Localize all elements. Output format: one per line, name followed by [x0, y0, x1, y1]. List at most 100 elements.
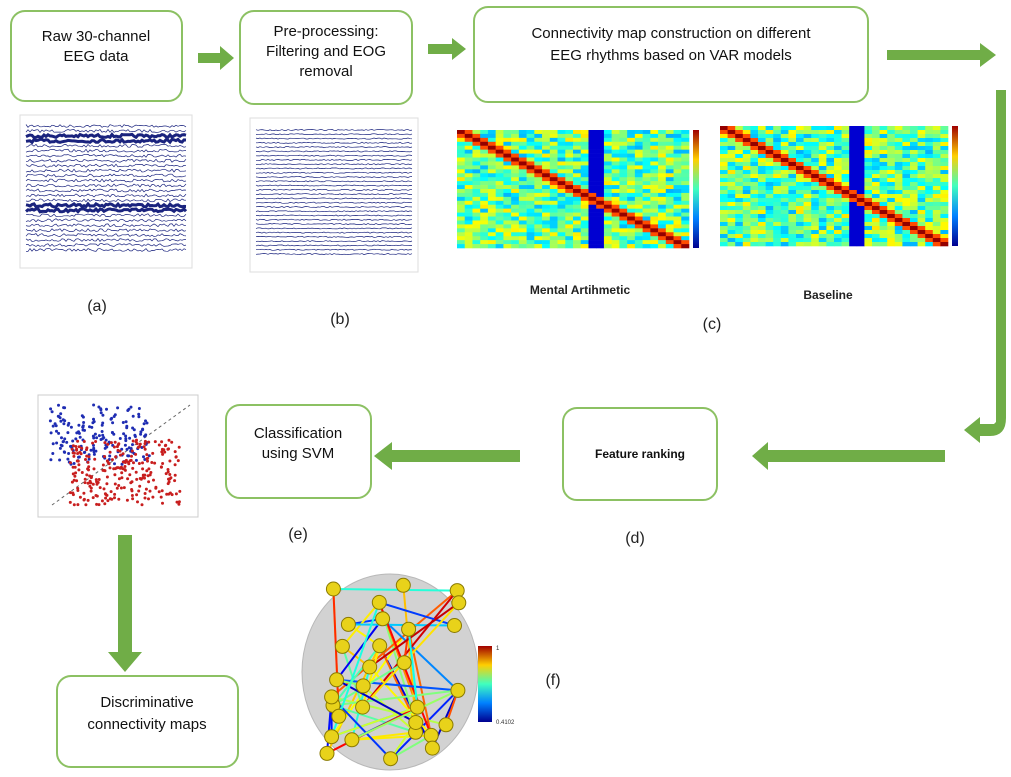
heatmap-cell — [826, 150, 835, 155]
heatmap-cell — [872, 210, 880, 215]
heatmap-cell — [526, 181, 535, 186]
heatmap-cell — [940, 214, 949, 219]
scatter-dot — [77, 463, 81, 467]
heatmap-cell — [650, 153, 659, 158]
heatmap-cell — [735, 158, 744, 163]
step-label: Connectivity map construction on differe… — [531, 25, 811, 64]
heatmap-cell — [735, 162, 744, 167]
scatter-dot — [73, 474, 77, 478]
heatmap-cell — [557, 240, 566, 245]
heatmap-cell — [902, 230, 911, 235]
colorbar — [478, 646, 492, 722]
heatmap-cell — [758, 142, 766, 147]
heatmap-cell — [627, 149, 636, 154]
heatmap-cell — [872, 154, 880, 159]
heatmap-cell — [902, 130, 911, 135]
heatmap-cell — [826, 126, 835, 131]
scatter-dot — [178, 489, 182, 493]
heatmap-cell — [735, 146, 744, 151]
heatmap-cell — [750, 238, 759, 243]
heatmap-cell — [758, 158, 766, 163]
heatmap-cell — [742, 206, 751, 211]
heatmap-cell — [464, 240, 473, 245]
scatter-dot — [117, 484, 121, 487]
heatmap-cell — [727, 166, 736, 171]
heatmap-cell — [611, 232, 620, 237]
heatmap-cell — [796, 138, 804, 143]
heatmap-cell — [472, 181, 481, 186]
heatmap-cell — [735, 222, 744, 227]
heatmap-cell — [665, 189, 674, 194]
heatmap-cell — [879, 166, 888, 171]
heatmap-cell — [750, 182, 759, 187]
heatmap-cell — [811, 126, 820, 131]
heatmap-cell — [650, 196, 659, 202]
heatmap-cell — [917, 206, 926, 211]
heatmap-cell — [902, 142, 911, 147]
heatmap-cell — [765, 130, 774, 135]
heatmap-cell — [588, 204, 597, 209]
heatmap-cell — [542, 204, 551, 209]
heatmap-cell — [887, 130, 896, 135]
heatmap-cell — [803, 210, 812, 215]
heatmap-cell — [864, 130, 873, 135]
heatmap-cell — [872, 126, 880, 131]
heatmap-cell — [864, 134, 873, 139]
heatmap-cell — [511, 137, 520, 143]
heatmap-cell — [603, 236, 612, 241]
heatmap-cell — [673, 244, 682, 249]
heatmap-cell — [758, 206, 766, 211]
heatmap-cell — [596, 220, 605, 225]
heatmap-cell — [788, 190, 797, 195]
heatmap-cell — [879, 214, 888, 219]
heatmap-cell — [658, 145, 667, 150]
scatter-dot — [166, 468, 170, 471]
heatmap-cell — [856, 158, 865, 163]
heatmap-cell — [917, 154, 926, 159]
eeg-trace — [255, 188, 413, 191]
heatmap-cell — [634, 220, 643, 225]
heatmap-cell — [627, 228, 636, 233]
heatmap-cell — [603, 196, 612, 202]
heatmap-cell — [658, 192, 667, 198]
scatter-dot — [75, 459, 79, 463]
heatmap-cell — [611, 130, 620, 135]
heatmap-cell — [573, 240, 582, 245]
heatmap-cell — [780, 218, 789, 223]
heatmap-cell — [834, 194, 842, 199]
heatmap-cell — [464, 137, 473, 143]
scatter-dot — [55, 441, 59, 445]
heatmap-cell — [495, 204, 504, 209]
heatmap-cell — [642, 236, 651, 241]
eeg-trace — [25, 137, 187, 145]
heatmap-cell — [673, 130, 682, 135]
heatmap-cell — [681, 153, 690, 158]
heatmap-cell — [457, 149, 466, 154]
scatter-dot — [108, 454, 112, 458]
scatter-dot — [120, 462, 124, 466]
heatmap-cell — [864, 186, 873, 191]
scatter-dot — [97, 434, 101, 438]
heatmap-cell — [565, 153, 574, 158]
connection — [351, 689, 459, 741]
heatmap-cell — [841, 134, 850, 139]
heatmap-cell — [849, 170, 858, 175]
heatmap-cell — [526, 173, 535, 178]
arrow — [374, 442, 520, 470]
scatter-dot — [138, 442, 142, 446]
heatmap-cell — [642, 208, 651, 213]
heatmap-cell — [542, 244, 551, 249]
heatmap-cell — [788, 230, 797, 235]
heatmap-cell — [811, 154, 820, 159]
heatmap-cell — [580, 130, 589, 135]
step-label: Raw 30-channel EEG data — [42, 28, 150, 65]
heatmap-cell — [803, 206, 812, 211]
electrode — [424, 740, 440, 756]
heatmap-cell — [495, 228, 504, 233]
heatmap-cell — [932, 146, 941, 151]
heatmap-cell — [811, 214, 820, 219]
heatmap-cell — [611, 236, 620, 241]
electrode — [409, 699, 425, 715]
heatmap-cell — [826, 226, 835, 231]
heatmap-cell — [665, 220, 674, 225]
